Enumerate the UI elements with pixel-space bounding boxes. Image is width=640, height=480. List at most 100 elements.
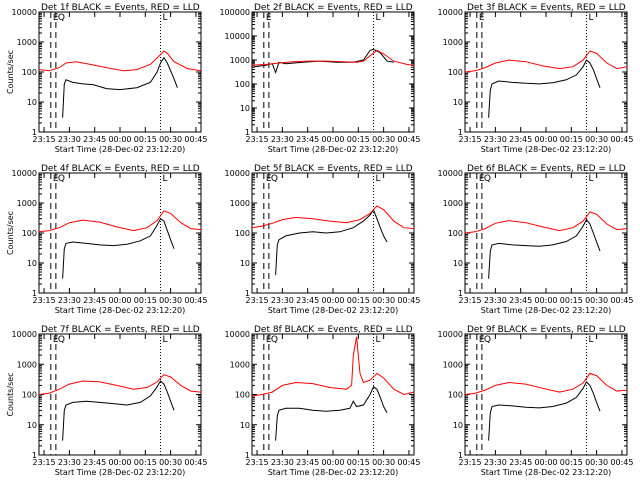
x-tick-label: 23:15 (459, 296, 482, 305)
x-tick-label: 23:15 (246, 135, 269, 144)
x-tick-label: 23:15 (459, 458, 482, 467)
x-tick-label: 23:15 (33, 135, 56, 144)
x-tick-label: 23:45 (83, 296, 106, 305)
marker-label: L (376, 335, 381, 345)
plot-frame (251, 11, 415, 133)
marker-label: Q (484, 174, 491, 184)
panel-5: Det 5f BLACK = Events, RED = LLD 1 10 100 10… (225, 164, 421, 315)
x-tick-label: 23:45 (509, 135, 532, 144)
x-tick-label: 23:30 (271, 135, 294, 144)
y-tick-label: 1 (32, 451, 37, 460)
panel-title: Det 5f BLACK = Events, RED = LLD (254, 164, 413, 174)
x-tick-label: 00:15 (134, 296, 157, 305)
x-tick-label: 00:30 (585, 458, 608, 467)
y-tick-label: 1 (458, 451, 463, 460)
x-tick-label: 23:30 (271, 458, 294, 467)
y-tick-label: 100 (448, 68, 463, 77)
panel-1: Det 1f BLACK = Events, RED = LLD 1 10 100 10… (6, 3, 207, 154)
x-tick-label: 00:15 (560, 458, 583, 467)
y-tick-label: 10 (240, 104, 250, 113)
events-series-line (251, 48, 394, 74)
x-axis-label: Start Time (28-Dec-02 23:12:20) (481, 306, 612, 315)
x-tick-label: 23:30 (484, 135, 507, 144)
y-tick-label: 1000 (443, 199, 463, 208)
y-tick-label: 100 (22, 229, 37, 238)
x-tick-label: 00:00 (108, 296, 131, 305)
x-tick-label: 23:30 (484, 458, 507, 467)
x-tick-label: 00:00 (321, 296, 344, 305)
x-tick-label: 00:30 (159, 458, 182, 467)
marker-label: Q (58, 13, 65, 23)
panel-title: Det 8f BLACK = Events, RED = LLD (254, 325, 413, 335)
y-tick-label: 100 (448, 391, 463, 400)
x-tick-label: 00:00 (321, 458, 344, 467)
x-axis-label: Start Time (28-Dec-02 23:12:20) (268, 145, 399, 154)
events-series-line (488, 381, 601, 441)
x-tick-label: 00:15 (134, 135, 157, 144)
x-tick-label: 00:15 (560, 135, 583, 144)
x-tick-label: 23:15 (246, 296, 269, 305)
lld-series-line (251, 49, 415, 66)
marker-label: Q (58, 335, 65, 345)
panel-2: Det 2f BLACK = Events, RED = LLD 1 10 100 10… (219, 3, 420, 154)
lld-series-line (464, 50, 628, 73)
y-tick-label: 1 (458, 128, 463, 137)
y-tick-label: 100 (22, 391, 37, 400)
x-tick-label: 00:30 (159, 296, 182, 305)
marker-label: L (589, 174, 594, 184)
panel-title: Det 7f BLACK = Events, RED = LLD (41, 325, 200, 335)
events-series-line (62, 217, 175, 279)
panel-3: Det 3f BLACK = Events, RED = LLD 1 10 100 10… (438, 3, 634, 154)
lld-series-line (38, 210, 202, 233)
x-tick-label: 23:30 (58, 135, 81, 144)
x-tick-label: 00:30 (372, 135, 395, 144)
y-tick-label: 1 (32, 289, 37, 298)
x-tick-label: 23:45 (296, 458, 319, 467)
x-axis-label: Start Time (28-Dec-02 23:12:20) (268, 468, 399, 477)
y-axis-label: Counts/sec (6, 50, 15, 94)
marker-label: Q (484, 335, 491, 345)
marker-label: L (163, 335, 168, 345)
y-tick-label: 10000 (12, 330, 37, 339)
x-tick-label: 23:30 (271, 296, 294, 305)
y-tick-label: 1000 (443, 360, 463, 369)
y-tick-label: 100 (448, 229, 463, 238)
lld-series-line (464, 211, 628, 234)
y-tick-label: 10 (453, 98, 463, 107)
panel-9: Det 9f BLACK = Events, RED = LLD 1 10 100 10… (438, 325, 634, 477)
x-axis-label: Start Time (28-Dec-02 23:12:20) (55, 468, 186, 477)
y-tick-label: 1 (458, 289, 463, 298)
panel-title: Det 4f BLACK = Events, RED = LLD (41, 164, 200, 174)
x-tick-label: 00:30 (372, 458, 395, 467)
y-tick-label: 10000 (12, 169, 37, 178)
x-tick-label: 00:15 (134, 458, 157, 467)
y-tick-label: 10 (240, 421, 250, 430)
y-tick-label: 10000 (12, 8, 37, 17)
y-tick-label: 10000 (225, 169, 250, 178)
x-tick-label: 00:45 (397, 135, 420, 144)
x-tick-label: 23:45 (296, 296, 319, 305)
x-axis-label: Start Time (28-Dec-02 23:12:20) (481, 145, 612, 154)
x-tick-label: 23:45 (83, 458, 106, 467)
x-axis-label: Start Time (28-Dec-02 23:12:20) (268, 306, 399, 315)
x-tick-label: 00:00 (534, 458, 557, 467)
y-tick-label: 10 (453, 259, 463, 268)
x-tick-label: 00:45 (397, 458, 420, 467)
y-tick-label: 10000 (438, 169, 463, 178)
x-tick-label: 00:00 (534, 296, 557, 305)
events-series-line (275, 208, 388, 275)
y-tick-label: 10000 (438, 8, 463, 17)
marker-label: L (589, 13, 594, 23)
x-tick-label: 00:45 (610, 296, 633, 305)
y-tick-label: 100000 (219, 8, 250, 17)
panel-title: Det 2f BLACK = Events, RED = LLD (254, 3, 413, 13)
y-tick-label: 100 (22, 68, 37, 77)
y-tick-label: 10 (240, 259, 250, 268)
events-series-line (488, 218, 601, 279)
events-series-line (62, 380, 175, 441)
events-series-line (488, 59, 601, 118)
y-axis-label: Counts/sec (6, 211, 15, 255)
x-tick-label: 00:45 (184, 296, 207, 305)
panel-8: Det 8f BLACK = Events, RED = LLD 1 10 100 10… (225, 325, 421, 477)
